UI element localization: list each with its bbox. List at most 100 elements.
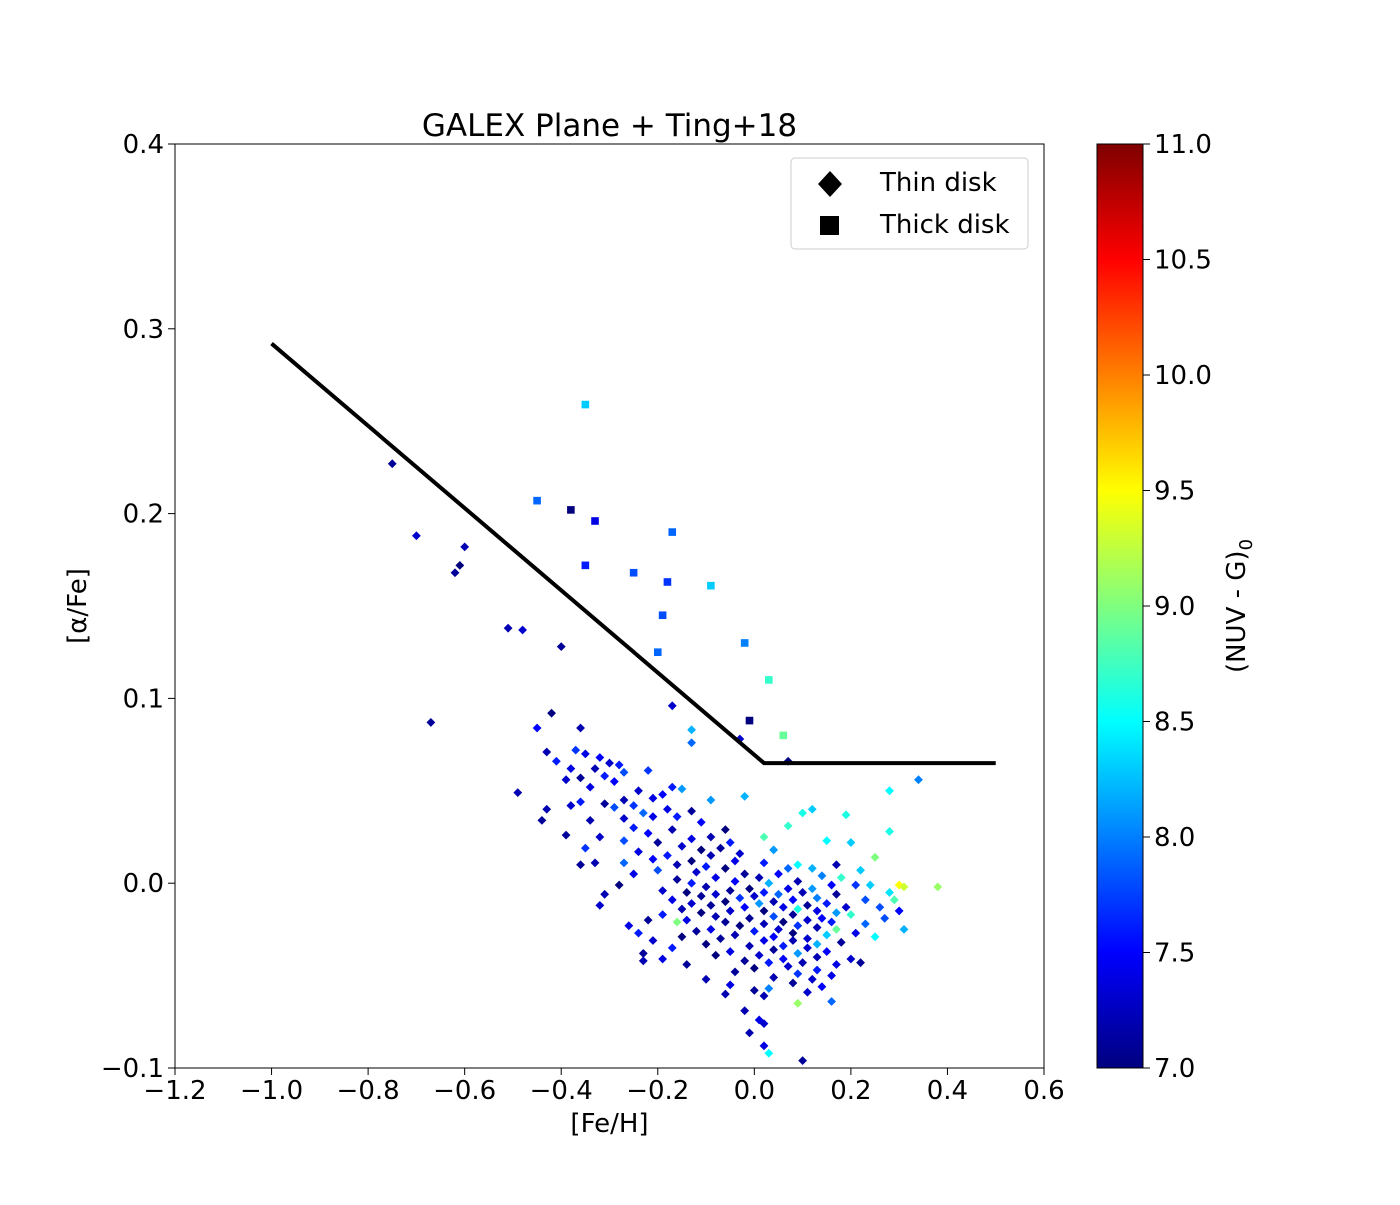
thin-disk-point	[793, 998, 803, 1008]
thin-disk-point	[851, 928, 861, 938]
thin-disk-point	[769, 932, 779, 942]
thin-disk-point	[769, 945, 779, 955]
thin-disk-point	[875, 902, 885, 912]
thin-disk-point	[711, 889, 721, 899]
thin-disk-point	[619, 814, 629, 823]
thin-disk-point	[667, 943, 677, 953]
thin-disk-point	[783, 821, 793, 831]
thin-disk-point	[759, 991, 769, 1001]
thin-disk-point	[711, 873, 721, 883]
thin-disk-point	[812, 965, 822, 975]
thin-disk-point	[822, 947, 832, 956]
y-tick-label: −0.1	[101, 1054, 164, 1084]
thin-disk-point	[778, 954, 788, 964]
thin-disk-point	[798, 1056, 808, 1066]
thin-disk-point	[764, 878, 774, 888]
thin-disk-point	[870, 932, 880, 942]
thin-disk-point	[745, 1028, 754, 1038]
thin-disk-point	[653, 865, 663, 875]
thin-disk-point	[701, 974, 711, 984]
thin-disk-point	[677, 904, 687, 914]
thin-disk-point	[590, 764, 600, 774]
thin-disk-point	[634, 847, 643, 857]
colorbar-label-subscript: 0	[1236, 539, 1257, 550]
thin-disk-point	[663, 851, 672, 860]
thin-disk-point	[885, 827, 894, 836]
thin-disk-point	[793, 904, 803, 914]
thin-disk-point	[759, 1041, 769, 1051]
thin-disk-point	[638, 808, 648, 818]
colorbar: 7.0 7.5 8.0 8.5 9.0 9.5 10.0 10.5 11.0 (NUV - G)…	[1096, 130, 1257, 1084]
thin-disk-point	[774, 889, 783, 899]
thin-disk-point	[822, 930, 832, 940]
series-thick-disk	[533, 400, 788, 740]
thin-disk-point	[798, 958, 808, 968]
thin-disk-point	[648, 812, 658, 822]
thin-disk-point	[532, 723, 542, 733]
thick-disk-point	[668, 528, 677, 536]
thin-disk-point	[672, 860, 682, 870]
thick-disk-point	[653, 648, 662, 656]
thin-disk-point	[856, 865, 865, 875]
thin-disk-point	[836, 873, 846, 883]
thin-disk-point	[788, 936, 798, 945]
thin-disk-point	[600, 889, 610, 899]
thin-disk-point	[759, 906, 769, 916]
thin-disk-point	[667, 825, 677, 835]
thin-disk-point	[807, 884, 817, 894]
thin-disk-point	[537, 815, 547, 825]
thin-disk-point	[687, 725, 696, 735]
thin-disk-point	[759, 888, 769, 897]
thin-disk-point	[643, 766, 653, 775]
colorbar-tick-label: 8.0	[1154, 823, 1195, 853]
thin-disk-point	[735, 893, 745, 903]
thin-disk-point	[832, 908, 841, 918]
thin-disk-point	[774, 869, 783, 879]
thin-disk-point	[725, 886, 735, 895]
thin-disk-point	[803, 943, 812, 953]
thin-disk-point	[716, 843, 725, 853]
colorbar-label: (NUV - G)0	[1222, 539, 1257, 673]
thin-disk-point	[677, 784, 687, 794]
thin-disk-point	[832, 960, 841, 969]
thin-disk-point	[745, 941, 754, 951]
plot-frame	[174, 143, 1045, 1069]
thin-disk-point	[682, 915, 692, 925]
thin-disk-point	[788, 910, 798, 920]
thin-disk-point	[411, 531, 421, 541]
thin-disk-point	[609, 777, 619, 786]
thin-disk-point	[547, 708, 556, 718]
colorbar-tick-label: 11.0	[1154, 130, 1212, 160]
thin-disk-point	[885, 888, 894, 897]
thin-disk-point	[576, 773, 585, 783]
thin-disk-point	[663, 804, 672, 814]
thin-disk-point	[619, 836, 629, 846]
thin-disk-point	[730, 876, 740, 886]
thin-disk-point	[759, 1019, 769, 1029]
thin-disk-point	[759, 832, 769, 842]
thin-disk-point	[759, 858, 769, 868]
thin-disk-point	[643, 828, 653, 838]
thin-disk-point	[600, 799, 610, 809]
thin-disk-point	[450, 568, 460, 578]
thin-disk-point	[793, 921, 803, 931]
thin-disk-point	[672, 812, 682, 822]
thin-disk-point	[426, 718, 436, 727]
x-tick-label: −1.2	[143, 1076, 206, 1106]
thick-disk-point	[629, 568, 638, 577]
thin-disk-point	[788, 895, 798, 905]
thin-disk-point	[561, 775, 571, 785]
thin-disk-point	[701, 862, 711, 871]
thin-disk-point	[629, 823, 639, 833]
thin-disk-point	[629, 869, 639, 879]
thin-disk-point	[735, 849, 745, 859]
thin-disk-point	[778, 917, 788, 927]
thick-disk-point	[779, 731, 788, 740]
thin-disk-point	[899, 925, 909, 934]
thin-disk-point	[725, 980, 735, 990]
y-tick-label: 0.2	[123, 500, 164, 530]
thin-disk-point	[648, 936, 658, 945]
colorbar-label-main: (NUV - G)	[1222, 550, 1252, 673]
thin-disk-point	[576, 860, 585, 870]
